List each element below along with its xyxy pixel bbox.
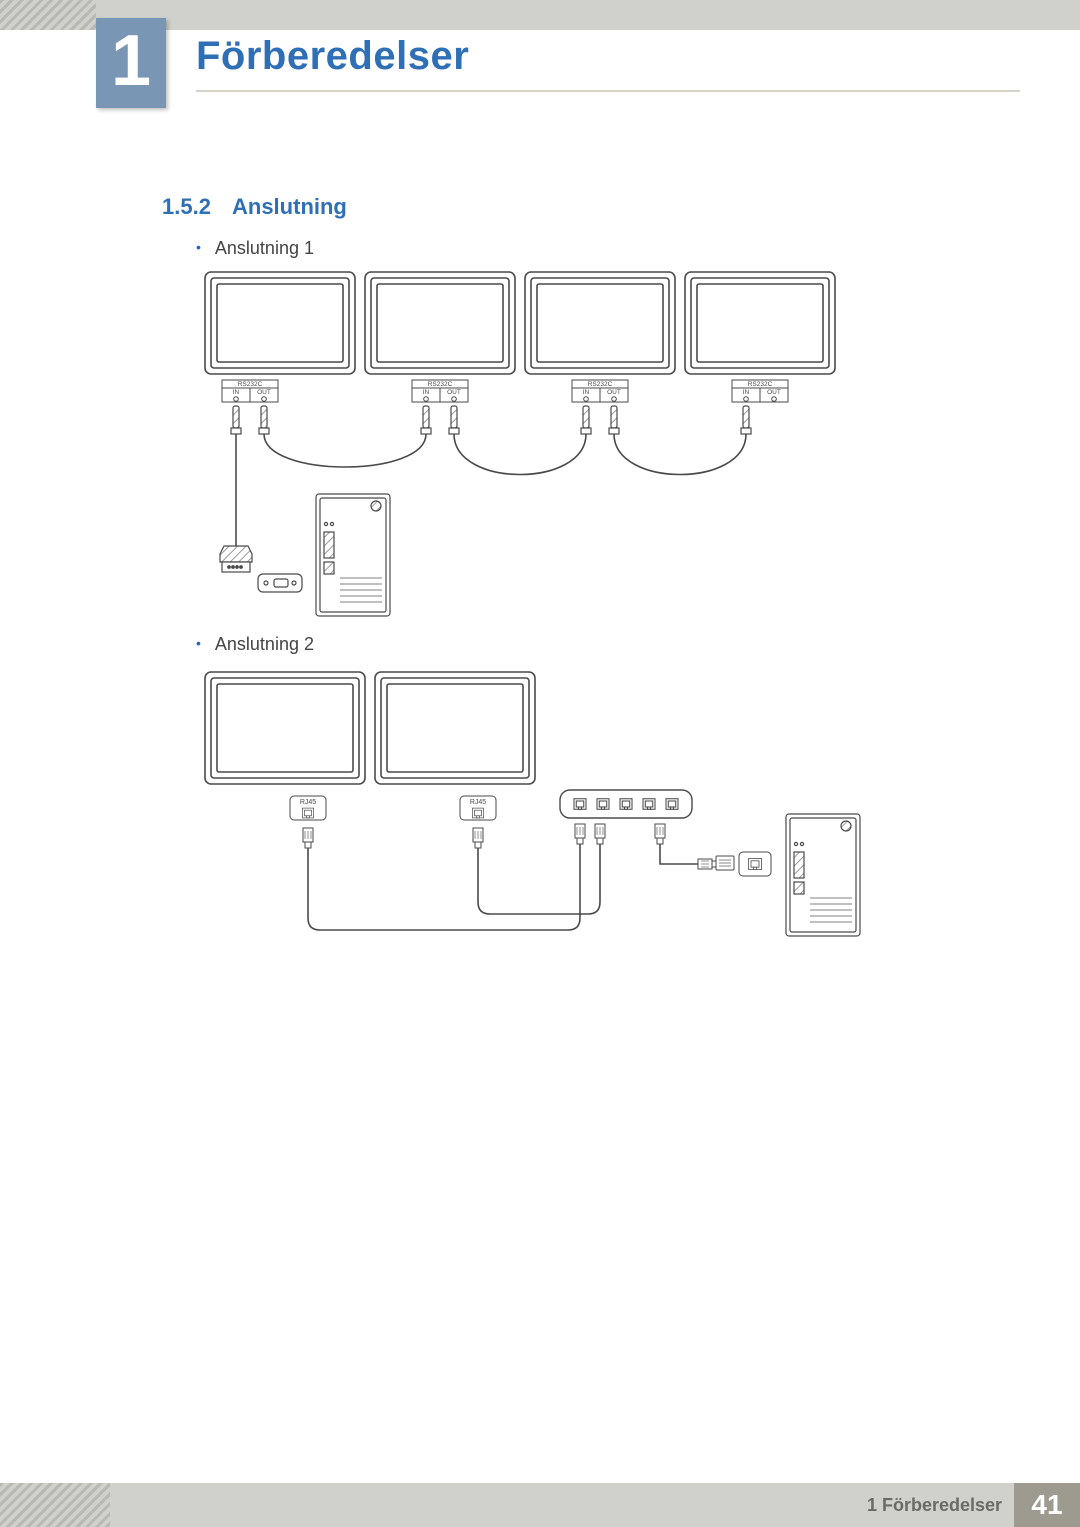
svg-text:RS232C: RS232C <box>748 381 773 388</box>
footer-hatch <box>0 1483 110 1527</box>
pc-nic-jack <box>739 852 771 876</box>
section-number: 1.5.2 <box>162 194 211 220</box>
svg-text:IN: IN <box>743 389 750 396</box>
section-title: Anslutning <box>232 194 347 220</box>
network-hub <box>560 790 692 818</box>
svg-text:IN: IN <box>583 389 590 396</box>
top-bar-hatch <box>0 0 96 30</box>
footer-bar: 1 Förberedelser 41 <box>0 1483 1080 1527</box>
diagram-anslutning-2: RJ45 RJ45 <box>200 668 880 978</box>
pc-tower-1 <box>316 494 390 616</box>
rj45-jacks: RJ45 RJ45 <box>290 796 496 820</box>
db9-connector <box>220 546 252 572</box>
port-out: OUT <box>257 389 271 396</box>
adapter-box <box>258 574 302 592</box>
port-in: IN <box>233 389 240 396</box>
rj45-label: RJ45 <box>300 799 316 806</box>
chapter-underline <box>196 90 1020 92</box>
svg-text:OUT: OUT <box>607 389 621 396</box>
svg-text:OUT: OUT <box>447 389 461 396</box>
port-label: RS232C <box>238 381 263 388</box>
svg-text:RS232C: RS232C <box>428 381 453 388</box>
diagram-anslutning-1: RS232C IN OUT RS232C IN OUT RS232C <box>200 268 860 628</box>
pc-tower-2 <box>786 814 860 936</box>
port-row: RS232C IN OUT RS232C IN OUT RS232C <box>222 380 788 402</box>
bullet-anslutning-2: Anslutning 2 <box>196 634 314 655</box>
svg-text:RS232C: RS232C <box>588 381 613 388</box>
svg-text:RJ45: RJ45 <box>470 799 486 806</box>
chapter-title: Förberedelser <box>196 34 469 79</box>
cables-2 <box>308 844 698 930</box>
page: 1 Förberedelser 1.5.2 Anslutning Anslutn… <box>0 0 1080 1527</box>
monitor-row <box>205 272 835 374</box>
bullet-anslutning-1: Anslutning 1 <box>196 238 314 259</box>
footer-label: 1 Förberedelser <box>867 1483 1002 1527</box>
rj45-plugs <box>303 824 718 869</box>
chapter-number: 1 <box>96 18 166 108</box>
svg-text:IN: IN <box>423 389 430 396</box>
monitor-row-2 <box>205 672 535 784</box>
cables-1 <box>236 434 746 546</box>
nic-card-icon <box>716 856 734 870</box>
footer-page-number: 41 <box>1014 1483 1080 1527</box>
serial-plugs <box>231 406 751 434</box>
svg-text:OUT: OUT <box>767 389 781 396</box>
